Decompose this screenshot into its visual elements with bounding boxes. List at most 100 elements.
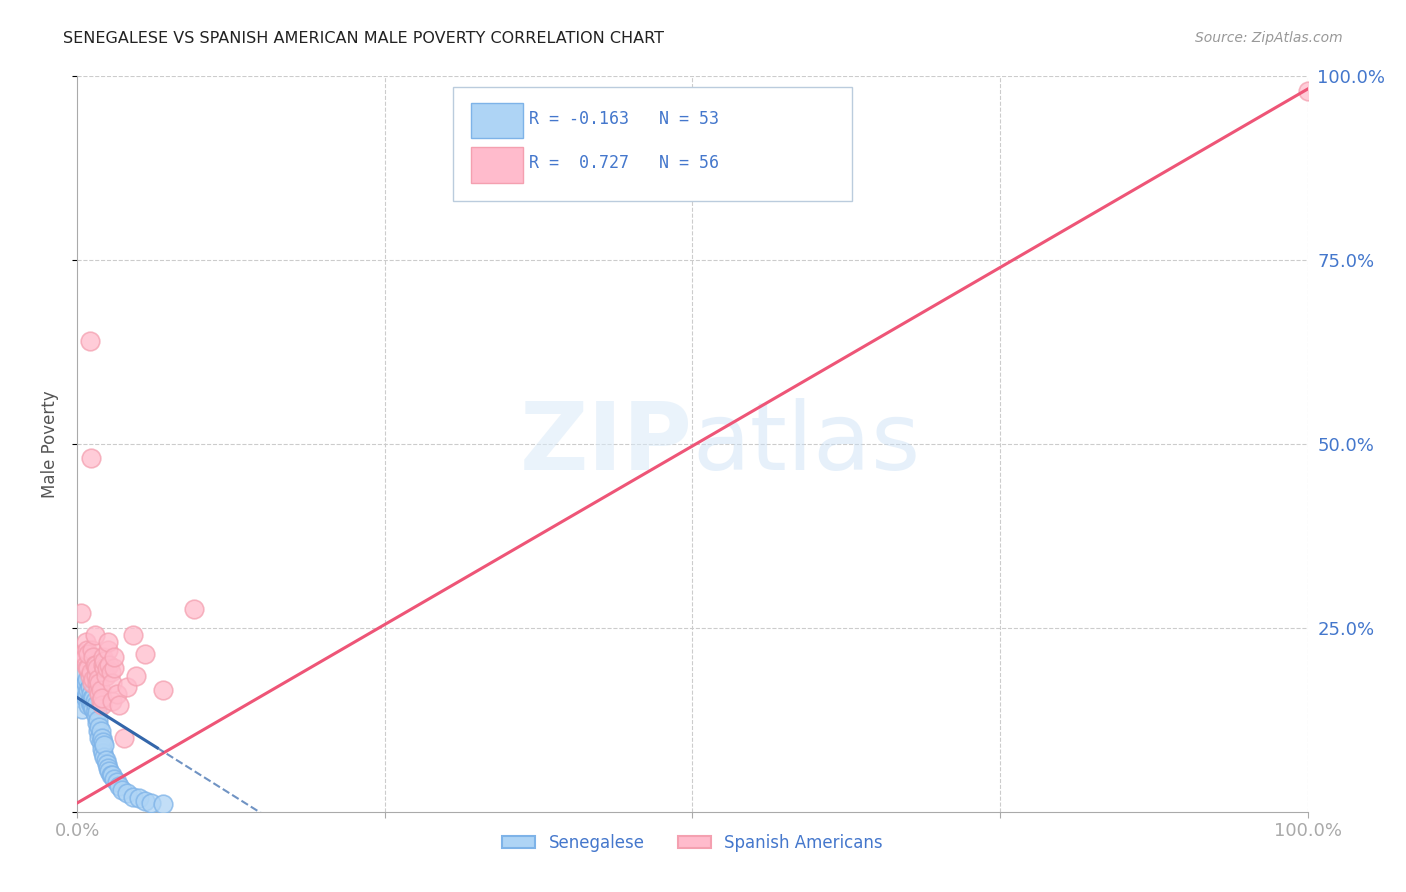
Point [76,673,98,687]
Point [72,665,94,679]
Point [83,657,105,672]
Point [105,687,128,701]
Point [90,723,112,738]
Point [94,668,117,682]
Point [79,680,101,694]
Point [87,673,110,687]
Point [75,657,97,672]
Point [76,687,98,701]
Point [79,694,101,708]
Point [90,694,112,708]
Point [84,657,107,672]
Point [89,676,111,690]
Point [73,683,96,698]
Text: SENEGALESE VS SPANISH AMERICAN MALE POVERTY CORRELATION CHART: SENEGALESE VS SPANISH AMERICAN MALE POVE… [63,31,664,46]
Point [90,698,114,712]
Point [183,602,205,616]
Point [97,642,120,657]
Point [1296,83,1319,97]
Point [98,657,121,672]
Point [70,647,93,661]
Point [100,665,122,679]
Point [83,706,105,720]
Text: ZIP: ZIP [520,398,693,490]
Point [82,676,104,690]
Point [89,731,111,746]
Point [86,706,108,720]
Point [82,673,104,687]
Point [86,661,108,675]
Point [82,690,104,705]
Point [125,668,148,682]
Point [134,647,156,661]
Point [90,731,114,746]
Point [83,628,105,642]
Point [134,794,156,808]
Point [91,746,114,760]
Text: R =  0.727   N = 56: R = 0.727 N = 56 [529,153,718,171]
Point [111,782,132,797]
Point [98,764,121,779]
Point [91,650,114,665]
Point [90,683,112,698]
Point [77,698,100,712]
Point [86,676,108,690]
Point [90,690,114,705]
Point [105,775,128,789]
Point [80,687,103,701]
Point [141,796,163,810]
Point [82,690,104,705]
Point [80,698,103,712]
Point [128,791,150,805]
Point [75,690,97,705]
Point [96,661,118,675]
Point [84,709,107,723]
Point [97,760,120,774]
Point [77,683,100,698]
Point [76,642,98,657]
Point [70,690,93,705]
Point [121,628,143,642]
Point [101,694,124,708]
FancyBboxPatch shape [471,147,523,183]
Point [77,661,100,675]
Text: atlas: atlas [693,398,921,490]
Point [80,665,103,679]
Point [103,772,125,786]
Point [87,723,110,738]
Point [91,657,114,672]
Point [93,749,115,764]
Point [75,676,97,690]
Point [94,753,117,767]
Point [93,654,115,668]
Point [93,661,115,675]
Y-axis label: Male Poverty: Male Poverty [41,390,59,498]
Point [89,687,111,701]
Point [101,676,124,690]
Point [82,642,104,657]
Point [103,650,125,665]
Point [115,786,138,800]
Point [100,768,122,782]
Point [70,606,93,620]
Point [112,731,135,746]
Point [96,756,118,771]
Point [90,742,114,756]
Point [97,635,120,649]
Point [80,451,103,466]
Text: R = -0.163   N = 53: R = -0.163 N = 53 [529,110,718,128]
Point [72,680,94,694]
Point [84,668,107,682]
Point [72,647,94,661]
Point [84,698,107,712]
Point [82,701,104,715]
Point [76,661,98,675]
Point [70,701,93,715]
Point [101,768,124,782]
Text: Source: ZipAtlas.com: Source: ZipAtlas.com [1195,31,1343,45]
Point [103,661,125,675]
Point [82,698,104,712]
FancyBboxPatch shape [453,87,852,201]
Point [79,668,101,682]
Point [90,735,112,749]
